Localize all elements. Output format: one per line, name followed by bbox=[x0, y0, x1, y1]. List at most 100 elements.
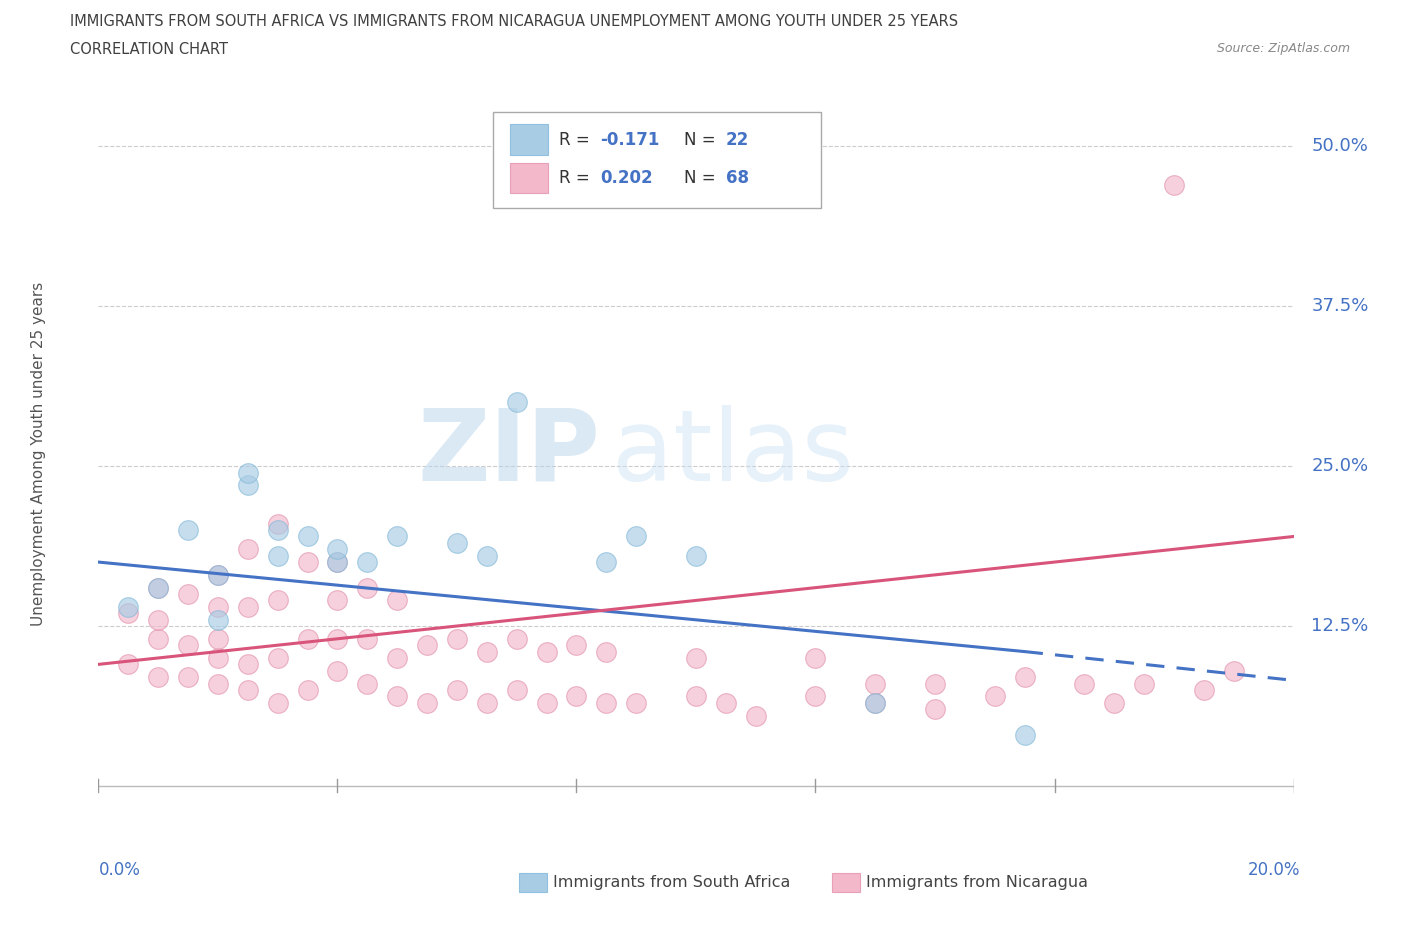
Point bbox=[236, 478, 259, 493]
Text: 25.0%: 25.0% bbox=[1312, 458, 1368, 475]
FancyBboxPatch shape bbox=[494, 112, 821, 208]
Point bbox=[267, 696, 290, 711]
Point bbox=[416, 638, 439, 653]
Point bbox=[326, 593, 349, 608]
Point bbox=[595, 644, 617, 659]
Point bbox=[595, 696, 617, 711]
Point bbox=[1192, 683, 1215, 698]
Text: Immigrants from Nicaragua: Immigrants from Nicaragua bbox=[866, 875, 1088, 890]
Text: 12.5%: 12.5% bbox=[1312, 617, 1368, 635]
FancyBboxPatch shape bbox=[509, 163, 548, 193]
Point bbox=[326, 631, 349, 646]
Point bbox=[267, 549, 290, 564]
Point bbox=[207, 612, 229, 627]
Point bbox=[446, 631, 468, 646]
Point bbox=[506, 683, 529, 698]
Point bbox=[865, 676, 887, 691]
Point bbox=[326, 554, 349, 569]
FancyBboxPatch shape bbox=[509, 125, 548, 155]
Point bbox=[117, 600, 139, 615]
Point bbox=[177, 523, 200, 538]
Point bbox=[148, 631, 170, 646]
Text: ZIP: ZIP bbox=[418, 405, 600, 502]
Point bbox=[446, 683, 468, 698]
Point bbox=[1073, 676, 1095, 691]
Point bbox=[267, 593, 290, 608]
Point bbox=[924, 676, 946, 691]
Point bbox=[148, 612, 170, 627]
Point bbox=[236, 683, 259, 698]
Text: Immigrants from South Africa: Immigrants from South Africa bbox=[553, 875, 790, 890]
Point bbox=[1223, 663, 1246, 678]
Point bbox=[506, 395, 529, 410]
Text: Unemployment Among Youth under 25 years: Unemployment Among Youth under 25 years bbox=[31, 281, 46, 626]
Point bbox=[1014, 670, 1036, 684]
Point bbox=[148, 670, 170, 684]
Text: CORRELATION CHART: CORRELATION CHART bbox=[70, 42, 228, 57]
Point bbox=[865, 696, 887, 711]
Point bbox=[326, 663, 349, 678]
Point bbox=[385, 689, 409, 704]
Point bbox=[177, 638, 200, 653]
Text: R =: R = bbox=[558, 169, 595, 187]
Point bbox=[356, 631, 378, 646]
Point bbox=[326, 554, 349, 569]
Point bbox=[536, 696, 558, 711]
Point bbox=[1014, 727, 1036, 742]
Point bbox=[1133, 676, 1156, 691]
Point bbox=[506, 631, 529, 646]
Point bbox=[148, 580, 170, 595]
Point bbox=[385, 651, 409, 666]
Point bbox=[595, 554, 617, 569]
Text: N =: N = bbox=[685, 169, 721, 187]
Point bbox=[624, 529, 647, 544]
Text: IMMIGRANTS FROM SOUTH AFRICA VS IMMIGRANTS FROM NICARAGUA UNEMPLOYMENT AMONG YOU: IMMIGRANTS FROM SOUTH AFRICA VS IMMIGRAN… bbox=[70, 14, 959, 29]
Point bbox=[267, 523, 290, 538]
Point bbox=[267, 651, 290, 666]
Point bbox=[685, 549, 707, 564]
Text: 50.0%: 50.0% bbox=[1312, 138, 1368, 155]
Point bbox=[177, 670, 200, 684]
Text: Source: ZipAtlas.com: Source: ZipAtlas.com bbox=[1216, 42, 1350, 55]
Text: 68: 68 bbox=[725, 169, 749, 187]
Text: 0.202: 0.202 bbox=[600, 169, 652, 187]
Point bbox=[356, 580, 378, 595]
Point bbox=[297, 631, 319, 646]
Point bbox=[1163, 178, 1185, 193]
Point bbox=[207, 600, 229, 615]
Point bbox=[236, 600, 259, 615]
Point bbox=[117, 657, 139, 671]
Text: 37.5%: 37.5% bbox=[1312, 298, 1369, 315]
Point bbox=[475, 696, 498, 711]
Point bbox=[446, 536, 468, 551]
Point bbox=[207, 567, 229, 582]
Point bbox=[148, 580, 170, 595]
Point bbox=[297, 683, 319, 698]
Text: R =: R = bbox=[558, 130, 595, 149]
Point bbox=[624, 696, 647, 711]
Point bbox=[236, 542, 259, 557]
Point bbox=[117, 605, 139, 620]
Point bbox=[745, 708, 768, 723]
Point bbox=[1104, 696, 1126, 711]
Point bbox=[207, 567, 229, 582]
Point bbox=[714, 696, 737, 711]
Point bbox=[207, 676, 229, 691]
Point bbox=[685, 689, 707, 704]
Text: 22: 22 bbox=[725, 130, 749, 149]
Point bbox=[475, 644, 498, 659]
Point bbox=[267, 516, 290, 531]
Point bbox=[356, 554, 378, 569]
Point bbox=[924, 702, 946, 717]
Point bbox=[385, 593, 409, 608]
Point bbox=[804, 651, 827, 666]
Point bbox=[983, 689, 1005, 704]
Point bbox=[297, 529, 319, 544]
Point bbox=[326, 542, 349, 557]
Point bbox=[207, 631, 229, 646]
Text: N =: N = bbox=[685, 130, 721, 149]
Text: 0.0%: 0.0% bbox=[98, 860, 141, 879]
Text: 20.0%: 20.0% bbox=[1249, 860, 1301, 879]
Point bbox=[236, 465, 259, 480]
Point bbox=[297, 554, 319, 569]
